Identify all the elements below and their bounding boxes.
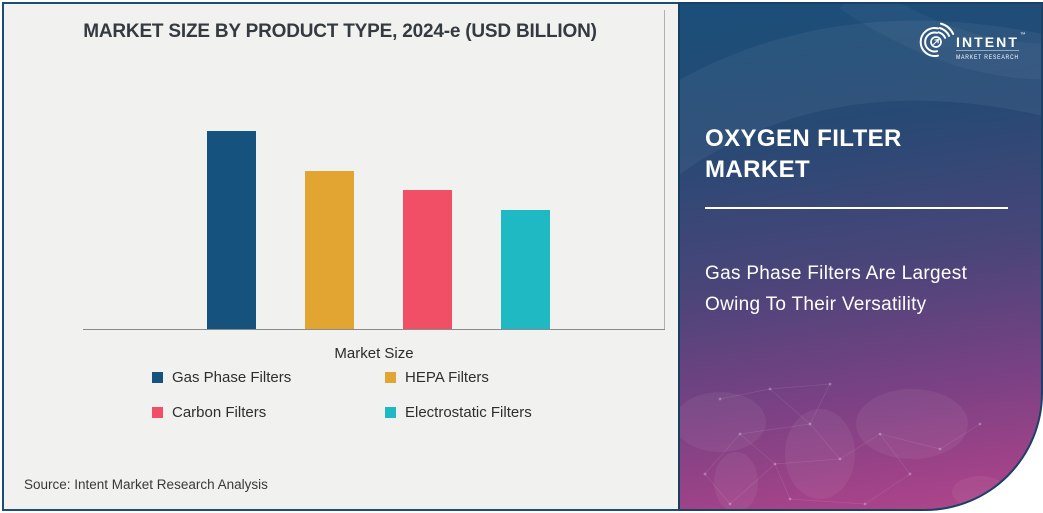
bar-chart: Market Size [4, 4, 676, 509]
panel-decoration [680, 4, 1041, 509]
x-axis-label: Market Size [334, 345, 414, 362]
network-decoration [704, 383, 981, 505]
plot-right-spine [664, 10, 665, 330]
brand-tm: ™ [1020, 32, 1026, 38]
chart-section: MARKET SIZE BY PRODUCT TYPE, 2024-e (USD… [2, 2, 678, 511]
world-map-decoration [680, 389, 1008, 509]
legend-swatch-icon [152, 371, 163, 383]
bar-hepa-filters [305, 171, 354, 329]
legend-swatch-icon [385, 371, 396, 383]
network-dots [703, 382, 982, 506]
legend-item-gas-phase-filters: Gas Phase Filters [152, 368, 385, 386]
panel-subtitle: Gas Phase Filters Are Largest Owing To T… [705, 263, 968, 315]
brand-logo: INTENT ™ MARKET RESEARCH [919, 22, 1026, 61]
legend-item-electrostatic-filters: Electrostatic Filters [385, 403, 618, 421]
bar-carbon-filters [403, 190, 452, 329]
panel-divider [705, 207, 1008, 209]
brand-panel: INTENT ™ MARKET RESEARCH OXYGEN FILTER M… [678, 2, 1043, 511]
source-note: Source: Intent Market Research Analysis [24, 477, 268, 492]
legend-label: HEPA Filters [405, 368, 489, 386]
panel-title: OXYGEN FILTER MARKET [705, 125, 902, 183]
legend-item-carbon-filters: Carbon Filters [152, 403, 385, 421]
bar-gas-phase-filters [207, 131, 256, 329]
legend-label: Electrostatic Filters [405, 403, 532, 421]
brand-tagline: MARKET RESEARCH [956, 54, 1019, 61]
legend-swatch-icon [385, 406, 396, 418]
bar-electrostatic-filters [501, 210, 550, 329]
legend-label: Gas Phase Filters [172, 368, 292, 386]
signal-icon [919, 22, 955, 57]
x-axis-line [83, 329, 665, 330]
brand-name: INTENT [956, 35, 1019, 50]
legend-label: Carbon Filters [172, 403, 267, 421]
legend-swatch-icon [152, 406, 163, 418]
legend-item-hepa-filters: HEPA Filters [385, 368, 618, 386]
chart-title: MARKET SIZE BY PRODUCT TYPE, 2024-e (USD… [83, 21, 597, 42]
chart-legend: Gas Phase Filters HEPA Filters Carbon Filt… [152, 368, 618, 421]
